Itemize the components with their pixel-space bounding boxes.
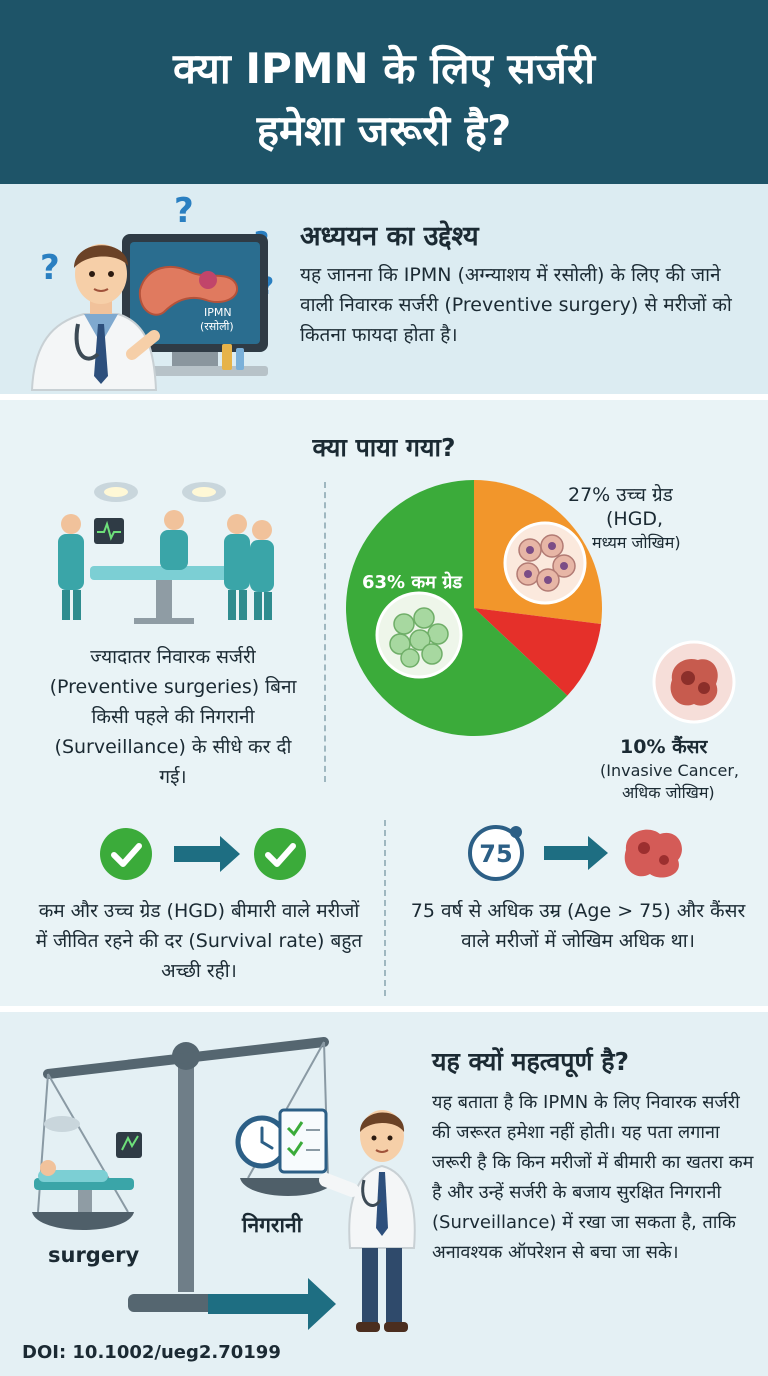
- survival-finding-text: कम और उच्च ग्रेड (HGD) बीमारी वाले मरीजो…: [35, 900, 363, 982]
- pie-label-high-3: मध्यम जोखिम): [592, 533, 681, 552]
- objective-text: यह जानना कि IPMN (अग्न्याशय में रसोली) क…: [300, 264, 732, 346]
- pie-slice-2: [474, 608, 601, 696]
- stethoscope-icon: [361, 1179, 382, 1207]
- pie-label-cancer-1: 10% कैंसर: [620, 736, 708, 758]
- arrow-right-icon: [208, 1278, 336, 1330]
- check-arrow-check-illustration: [100, 828, 306, 880]
- importance-text: यह बताता है कि IPMN के लिए निवारक सर्जरी…: [432, 1092, 754, 1263]
- age-badge-text: 75: [479, 840, 512, 868]
- page-title-line1: क्या IPMN के लिए सर्जरी: [173, 44, 595, 93]
- monitor-label-ipmn: IPMN: [204, 306, 232, 319]
- scale-pan-left: [32, 1212, 134, 1230]
- importance-title: यह क्यों महत्वपूर्ण है?: [432, 1047, 630, 1076]
- pie-label-cancer-3: अधिक जोखिम): [622, 783, 715, 802]
- arrow-right-icon: [174, 836, 240, 872]
- pie-label-cancer-2: (Invasive Cancer,: [600, 761, 739, 780]
- doi-citation: DOI: 10.1002/ueg2.70199: [22, 1342, 281, 1363]
- doctor-face: [75, 244, 127, 304]
- monitor-label-tumor: (रसोली): [200, 320, 234, 333]
- check-icon: [100, 828, 152, 880]
- doctor-presenting-illustration: [319, 1110, 416, 1332]
- age-badge-icon: [468, 825, 524, 881]
- doctor-monitor-illustration: ? ? ? ? IPMN (रसोली): [30, 191, 274, 391]
- objective-section: ? ? ? ? IPMN (रसोली) अध्ययन का उद्देश्य …: [0, 184, 768, 394]
- pie-label-high-2: (HGD,: [606, 508, 664, 530]
- cancer-cell-icon: [652, 640, 736, 724]
- question-mark-icon: ?: [40, 248, 60, 288]
- scale-pole: [178, 1052, 194, 1292]
- low-grade-cells-icon: [375, 591, 463, 679]
- surgery-team-illustration: [58, 482, 274, 624]
- scale-label-surveillance: निगरानी: [242, 1213, 303, 1237]
- scale-pan-right: [240, 1178, 336, 1196]
- vertical-divider: [324, 482, 326, 782]
- operating-table: [90, 566, 240, 580]
- high-grade-cells-icon: [503, 521, 587, 605]
- pie-label-high-1: 27% उच्च ग्रेड: [568, 484, 673, 506]
- monitor-icon: [116, 1132, 142, 1158]
- surgical-lamp-icon: [44, 1116, 80, 1132]
- scale-label-surgery: surgery: [48, 1243, 140, 1267]
- importance-section: surgery निगरानी यह क्यों महत्वपूर्ण है? …: [0, 1006, 768, 1376]
- findings-title: क्या पाया गया?: [312, 433, 456, 462]
- surgery-finding-text: ज्यादातर निवारक सर्जरी (Preventive surge…: [49, 646, 297, 788]
- age-finding-text: 75 वर्ष से अधिक उम्र (Age > 75) और कैंसर…: [410, 900, 746, 952]
- cancer-cell-icon: [624, 829, 682, 878]
- check-icon: [254, 828, 306, 880]
- pie-label-low: 63% कम ग्रेड: [362, 572, 462, 593]
- page-title-line2: हमेशा जरूरी है?: [256, 106, 512, 155]
- clipboard-icon: [278, 1108, 328, 1174]
- balance-scale-illustration: [32, 1037, 336, 1330]
- scale-beam: [43, 1037, 329, 1079]
- tumor-icon: [199, 271, 217, 289]
- age-arrow-cancer-illustration: 75: [468, 825, 682, 881]
- question-mark-icon: ?: [174, 191, 194, 231]
- findings-section: क्या पाया गया? ज्यादातर निवारक सर्जरी (P…: [0, 394, 768, 1006]
- arrow-right-icon: [544, 836, 608, 870]
- header-banner: क्या IPMN के लिए सर्जरी हमेशा जरूरी है?: [0, 0, 768, 184]
- stethoscope-icon: [74, 323, 100, 361]
- objective-title: अध्ययन का उद्देश्य: [300, 221, 479, 252]
- vertical-divider-2: [384, 820, 386, 996]
